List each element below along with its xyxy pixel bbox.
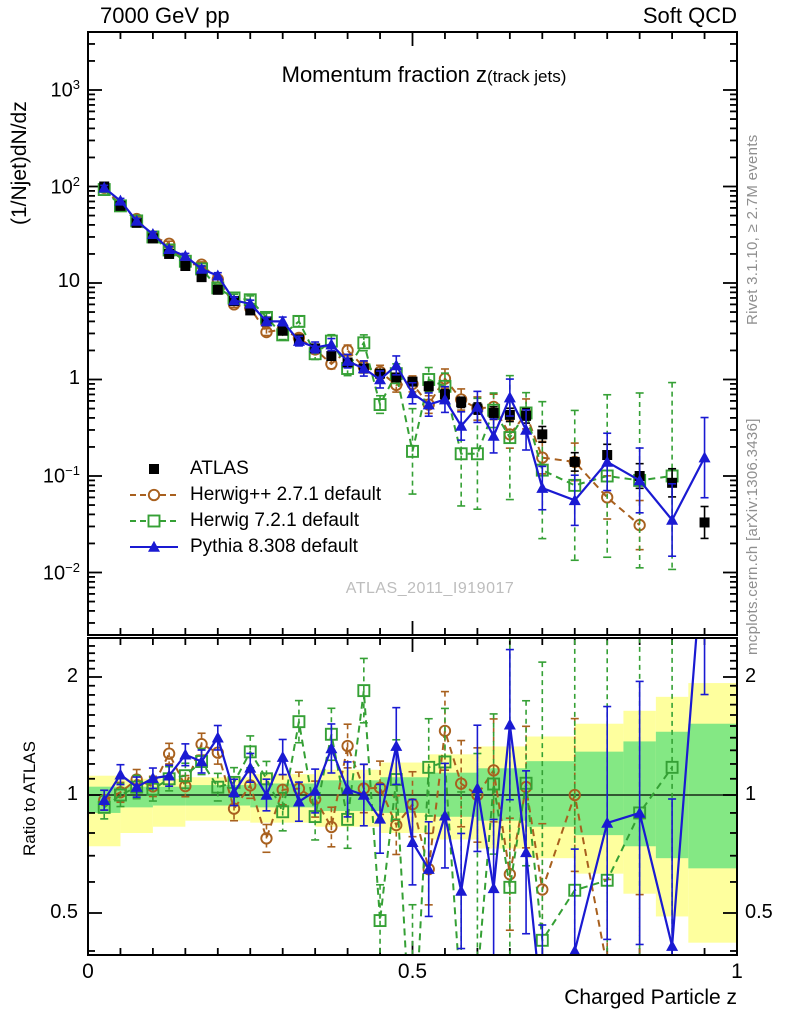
analysis-id-watermark: ATLAS_2011_I919017 — [345, 580, 515, 597]
main-y-tick-label: 102 — [50, 173, 80, 199]
main-y-tick-label: 103 — [50, 77, 80, 102]
x-axis-label: Charged Particle z — [564, 986, 737, 1009]
plot-title: Momentum fraction z(track jets) — [282, 62, 567, 88]
legend: ATLAS Herwig++ 2.7.1 default Herwig 7.2.… — [128, 456, 381, 560]
herwig7-marker-icon — [128, 512, 180, 530]
ratio-series-pythia — [98, 639, 709, 954]
main-panel-frame — [87, 31, 738, 636]
green-band-segment — [152, 786, 186, 806]
legend-label-pythia: Pythia 8.308 default — [190, 536, 358, 557]
green-band-segment — [688, 723, 736, 869]
main-y-tick-label: 10 — [57, 270, 80, 292]
herwigpp-marker-icon — [128, 486, 180, 504]
plot-title-main: Momentum fraction z — [281, 62, 488, 87]
main-y-axis-label: (1/Njet)dN/dz — [8, 101, 31, 225]
atlas-marker-icon — [128, 460, 180, 478]
green-band-segment — [574, 751, 624, 836]
legend-item-atlas: ATLAS — [128, 456, 381, 482]
ratio-y-tick-label-right: 2 — [745, 665, 757, 687]
legend-label-herwig7: Herwig 7.2.1 default — [190, 510, 359, 531]
ratio-y-tick-label-left: 2 — [66, 665, 78, 687]
legend-item-pythia: Pythia 8.308 default — [128, 534, 381, 560]
header-process-tag: Soft QCD — [642, 3, 737, 28]
x-tick-label: 0 — [82, 960, 94, 983]
herwig7-line — [103, 188, 673, 487]
main-y-tick-label: 1 — [68, 366, 80, 389]
plot-title-paren: (track jets) — [487, 67, 567, 86]
herwig7-line — [103, 690, 673, 954]
ratio-y-tick-label-left: 0.5 — [50, 901, 78, 923]
ratio-panel-frame — [87, 637, 738, 956]
pythia-marker-icon — [128, 538, 180, 556]
main-y-tick-label: 10−2 — [42, 559, 80, 585]
legend-item-herwig7: Herwig 7.2.1 default — [128, 508, 381, 534]
ratio-y-tick-label-right: 1 — [745, 783, 757, 805]
mcplots-arxiv-note: mcplots.cern.ch [arXiv:1306.3436] — [744, 418, 761, 655]
ratio-y-tick-label-left: 1 — [66, 783, 78, 805]
rivet-version-note: Rivet 3.1.10, ≥ 2.7M events — [744, 134, 761, 325]
ratio-y-axis-label: Ratio to ATLAS — [20, 741, 39, 856]
legend-label-herwigpp: Herwig++ 2.7.1 default — [190, 484, 382, 505]
main-series-pythia — [98, 181, 711, 557]
x-tick-label: 0.5 — [397, 960, 428, 983]
main-y-tick-label: 10−1 — [42, 463, 80, 488]
x-tick-label: 1 — [731, 960, 743, 983]
legend-item-herwigpp: Herwig++ 2.7.1 default — [128, 482, 381, 508]
header-beam-energy: 7000 GeV pp — [100, 3, 230, 28]
ratio-y-tick-label-right: 0.5 — [745, 901, 773, 923]
legend-label-atlas: ATLAS — [190, 458, 249, 479]
